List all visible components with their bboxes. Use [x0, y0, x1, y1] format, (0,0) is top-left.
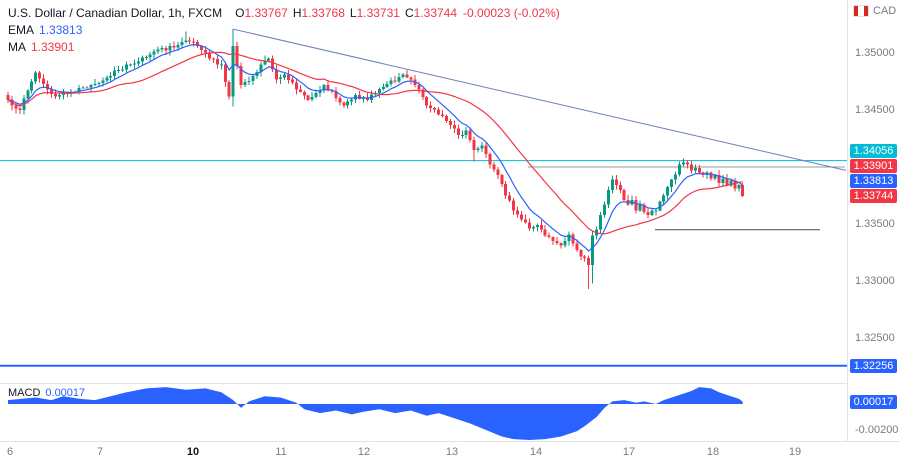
currency-label: CAD: [873, 5, 897, 17]
main-chart-pane[interactable]: [0, 0, 847, 383]
open-label: O: [235, 6, 245, 20]
close-label: C: [404, 6, 414, 20]
symbol-row: U.S. Dollar / Canadian Dollar, 1h, FXCM O…: [8, 5, 560, 21]
ma-value: 1.33901: [31, 40, 75, 54]
candles-layer: [6, 29, 745, 289]
currency-toggle[interactable]: CAD: [853, 5, 896, 17]
price-tick: 1.32500: [855, 332, 895, 344]
ema-value: 1.33813: [39, 23, 83, 37]
open-value: 1.33767: [244, 6, 288, 20]
macd-tick: -0.00200: [855, 424, 899, 436]
high-label: H: [292, 6, 302, 20]
ema-price-badge: 1.33813: [850, 174, 897, 188]
macd-pane[interactable]: [0, 384, 847, 441]
price-tick: 1.35000: [855, 47, 895, 59]
ema-line[interactable]: [7, 43, 744, 252]
macd-label: MACD: [8, 387, 41, 399]
time-tick: 12: [357, 446, 371, 458]
ema-legend-row[interactable]: EMA 1.33813: [8, 22, 560, 38]
time-tick: 17: [622, 446, 636, 458]
time-axis[interactable]: 6 7 10 11 12 13 14 17 18 19: [0, 441, 900, 463]
price-axis[interactable]: 1.35000 1.34500 1.33500 1.33000 1.32500 1.340…: [847, 0, 900, 463]
ma-price-badge: 1.33901: [850, 159, 897, 173]
canada-flag-icon: [853, 5, 869, 17]
support-price-badge: 1.32256: [850, 359, 897, 373]
time-tick: 13: [445, 446, 459, 458]
price-tick: 1.33500: [855, 218, 895, 230]
macd-legend[interactable]: MACD 0.00017: [8, 386, 85, 400]
time-tick: 7: [96, 446, 104, 458]
time-tick: 11: [275, 446, 287, 458]
ma-legend-row[interactable]: MA 1.33901: [8, 39, 560, 55]
macd-value: 0.00017: [45, 387, 86, 399]
ma-label: MA: [8, 40, 26, 54]
last-price-badge: 1.33744: [850, 189, 897, 203]
trend-line[interactable]: [232, 28, 847, 171]
macd-area: [8, 387, 743, 440]
price-tick: 1.33000: [855, 275, 895, 287]
high-value: 1.33768: [301, 6, 345, 20]
alert-price-badge: 1.34056: [850, 144, 897, 158]
low-value: 1.33731: [356, 6, 400, 20]
price-tick: 1.34500: [855, 104, 895, 116]
time-tick: 10: [186, 446, 200, 458]
symbol-title[interactable]: U.S. Dollar / Canadian Dollar, 1h, FXCM: [8, 6, 223, 20]
pane-divider[interactable]: [0, 383, 900, 384]
time-tick: 18: [706, 446, 720, 458]
chart-legend: U.S. Dollar / Canadian Dollar, 1h, FXCM O…: [8, 5, 560, 55]
time-tick: 6: [6, 446, 14, 458]
change-value: -0.00023 (-0.02%): [463, 6, 560, 20]
time-tick: 14: [529, 446, 543, 458]
close-value: 1.33744: [413, 6, 458, 20]
macd-value-badge: 0.00017: [850, 395, 897, 409]
ema-label: EMA: [8, 23, 35, 37]
low-label: L: [349, 6, 357, 20]
time-tick: 19: [788, 446, 802, 458]
ma-line[interactable]: [7, 51, 743, 235]
